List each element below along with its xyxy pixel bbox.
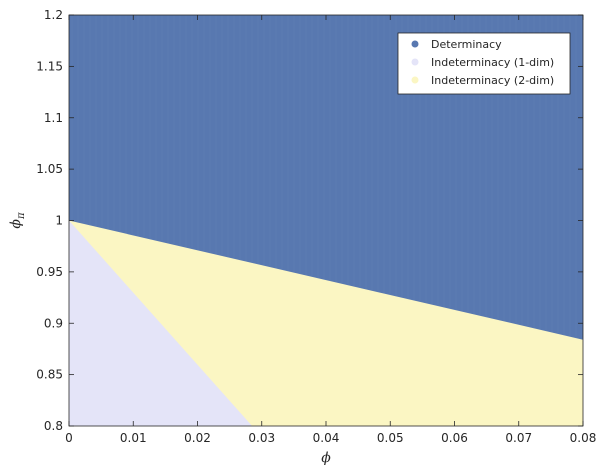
x-tick-label: 0.05 [377,431,404,445]
y-axis: 0.8 0.85 0.9 0.95 1 1.05 1.1 1.15 1.2 [36,8,583,433]
x-axis: 0 0.01 0.02 0.03 0.04 0.05 0.06 0.07 0.08 [65,15,596,445]
x-tick-label: 0.03 [248,431,275,445]
legend-label: Determinacy [431,38,502,51]
x-tick-label: 0.07 [505,431,532,445]
y-axis-label: ϕπ [8,212,27,229]
legend: Determinacy Indeterminacy (1-dim) Indeterm… [397,32,571,95]
legend-label: Indeterminacy (1-dim) [431,56,554,69]
x-tick-label: 0.08 [570,431,597,445]
x-tick-label: 0.04 [313,431,340,445]
legend-box [397,32,571,95]
y-axis-label-subscript: π [16,212,27,220]
y-tick-label: 1 [55,214,63,228]
legend-marker [411,58,419,66]
y-tick-label: 0.85 [36,368,63,382]
x-axis-label: ϕ [321,450,331,466]
legend-marker [411,76,419,84]
y-tick-label: 0.95 [36,265,63,279]
region-indeterminacy-1dim [69,220,253,426]
x-tick-label: 0 [65,431,73,445]
y-tick-label: 1.15 [36,59,63,73]
y-axis-label-base: ϕ [8,219,24,229]
y-tick-label: 1.2 [44,8,63,22]
region-determinacy [69,15,583,340]
y-tick-label: 0.8 [44,419,63,433]
x-tick-label: 0.06 [441,431,468,445]
y-tick-label: 1.1 [44,111,63,125]
legend-marker [411,40,419,48]
legend-label: Indeterminacy (2-dim) [431,74,554,87]
y-tick-label: 0.9 [44,316,63,330]
x-tick-label: 0.02 [184,431,211,445]
y-tick-label: 1.05 [36,162,63,176]
x-tick-label: 0.01 [120,431,147,445]
